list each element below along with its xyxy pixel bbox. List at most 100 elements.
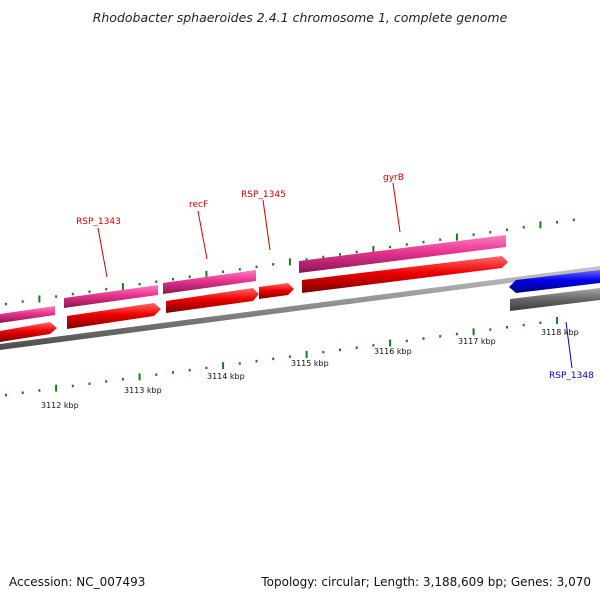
minor-tick <box>138 282 141 286</box>
forward-gene-arrow[interactable] <box>302 256 508 293</box>
accession-text: Accession: NC_007493 <box>9 575 146 589</box>
minor-tick <box>172 278 174 281</box>
minor-tick <box>339 348 341 352</box>
leader-line <box>392 182 401 233</box>
outer-tick-marks <box>5 218 575 306</box>
minor-tick <box>188 275 191 278</box>
minor-tick <box>322 350 325 354</box>
minor-tick <box>472 233 475 236</box>
minor-tick <box>88 382 91 385</box>
minor-tick <box>372 344 375 347</box>
reverse-outer-block[interactable] <box>510 288 600 311</box>
minor-tick <box>21 391 24 394</box>
minor-tick <box>121 378 124 381</box>
minor-tick <box>5 302 7 306</box>
minor-tick <box>71 292 74 296</box>
scale-label: 3113 kbp <box>124 386 162 395</box>
scale-label: 3115 kbp <box>291 359 329 368</box>
forward-outer-track <box>0 235 506 323</box>
major-tick <box>389 339 392 347</box>
leader-line <box>97 227 108 278</box>
leader-line <box>565 321 573 369</box>
major-tick <box>121 283 124 291</box>
minor-tick <box>322 255 325 259</box>
forward-outer-block[interactable] <box>163 270 256 294</box>
minor-tick <box>506 228 508 231</box>
forward-gene-arrow[interactable] <box>166 288 259 313</box>
forward-gene-arrow[interactable] <box>67 303 161 329</box>
minor-tick <box>155 280 158 283</box>
forward-outer-block[interactable] <box>64 285 158 308</box>
major-tick <box>38 295 41 303</box>
gene-label-rsp-1345[interactable]: RSP_1345 <box>241 190 286 200</box>
forward-gene-arrow[interactable] <box>0 322 57 342</box>
minor-tick <box>489 328 492 331</box>
chromosome-backbone <box>0 266 600 350</box>
minor-tick <box>355 346 358 349</box>
minor-tick <box>222 270 225 274</box>
gene-label-rsp-1343[interactable]: RSP_1343 <box>76 217 121 227</box>
major-tick <box>455 233 458 241</box>
minor-tick <box>489 230 492 234</box>
forward-gene-arrow[interactable] <box>259 283 294 299</box>
minor-tick <box>188 368 191 372</box>
scale-labels: 3112 kbp 3113 kbp 3114 kbp 3115 kbp 3116… <box>41 328 579 410</box>
minor-tick <box>455 332 458 336</box>
minor-tick <box>55 295 58 298</box>
minor-tick <box>71 384 74 388</box>
inner-tick-marks <box>5 317 559 397</box>
minor-tick <box>172 371 174 374</box>
major-tick <box>138 373 141 381</box>
gene-label-rsp-1348[interactable]: RSP_1348 <box>549 371 594 381</box>
gene-label-gyrb[interactable]: gyrB <box>383 173 404 183</box>
gene-leader-lines <box>97 182 573 369</box>
minor-tick <box>255 265 258 269</box>
minor-tick <box>506 326 508 329</box>
minor-tick <box>556 221 559 224</box>
minor-tick <box>105 287 108 291</box>
minor-tick <box>38 389 41 392</box>
scale-label: 3118 kbp <box>541 328 579 337</box>
minor-tick <box>238 362 241 365</box>
major-tick <box>472 328 475 336</box>
map-title: Rhodobacter sphaeroides 2.4.1 chromosome… <box>92 10 508 25</box>
minor-tick <box>205 366 208 370</box>
major-tick <box>288 258 291 266</box>
minor-tick <box>539 321 542 324</box>
major-tick <box>539 221 542 229</box>
gene-label-recf[interactable]: recF <box>189 200 208 210</box>
forward-outer-block[interactable] <box>299 235 506 273</box>
reverse-gene-arrow[interactable] <box>509 270 600 293</box>
minor-tick <box>272 263 275 266</box>
minor-tick <box>355 250 358 254</box>
minor-tick <box>439 335 442 338</box>
minor-tick <box>405 339 408 343</box>
minor-tick <box>439 238 442 241</box>
minor-tick <box>272 357 275 361</box>
leader-line <box>197 210 208 260</box>
minor-tick <box>522 226 525 229</box>
minor-tick <box>339 253 341 256</box>
minor-tick <box>238 268 241 271</box>
major-tick <box>205 270 208 278</box>
scale-label: 3117 kbp <box>458 337 496 346</box>
minor-tick <box>155 373 158 376</box>
minor-tick <box>405 243 408 246</box>
forward-outer-block[interactable] <box>0 306 55 323</box>
major-tick <box>305 350 308 358</box>
major-tick <box>55 384 58 392</box>
minor-tick <box>572 218 575 222</box>
scale-label: 3114 kbp <box>207 372 245 381</box>
major-tick <box>222 362 225 370</box>
major-tick <box>556 317 559 324</box>
scale-label: 3112 kbp <box>41 401 79 410</box>
minor-tick <box>422 240 425 244</box>
major-tick <box>372 246 375 253</box>
minor-tick <box>255 359 258 363</box>
minor-tick <box>422 337 425 340</box>
minor-tick <box>305 258 308 261</box>
minor-tick <box>21 300 24 303</box>
minor-tick <box>5 393 7 397</box>
minor-tick <box>288 355 291 358</box>
